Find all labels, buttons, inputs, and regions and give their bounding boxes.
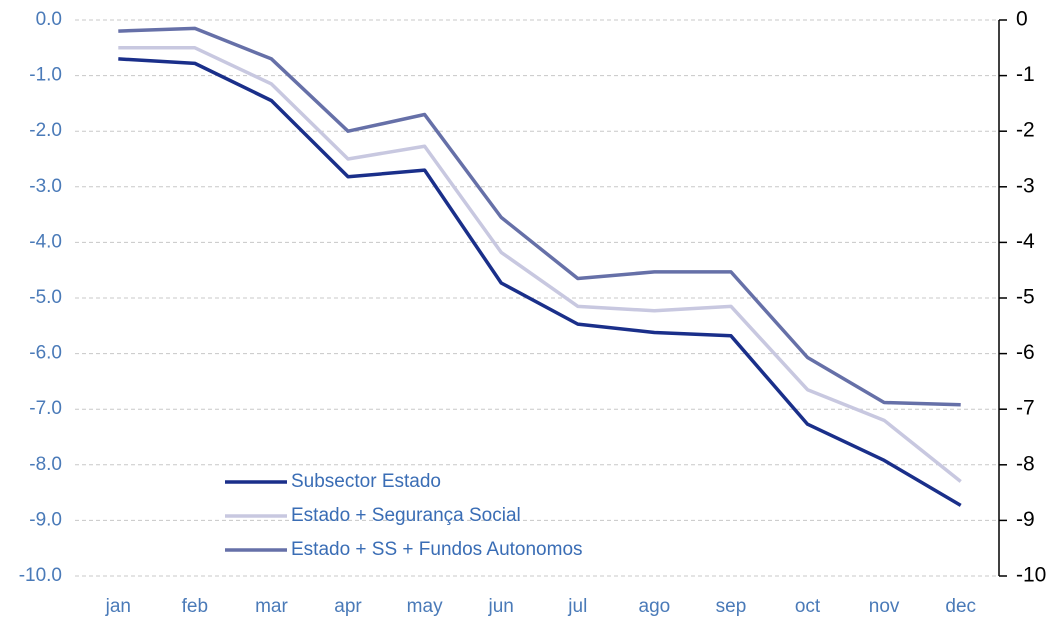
y-tick-label: -8.0 [29, 454, 62, 475]
x-tick-label: nov [869, 596, 900, 617]
x-tick-label: sep [716, 596, 747, 617]
x-tick-label: jan [105, 596, 131, 617]
y2-tick-label: -3 [1016, 174, 1035, 197]
series-line [118, 26, 961, 407]
y-tick-label: -9.0 [29, 509, 62, 530]
y-tick-label: -3.0 [29, 176, 62, 197]
y-tick-label: -5.0 [29, 287, 62, 308]
y2-tick-label: 0 [1016, 8, 1028, 31]
y-tick-label: 0.0 [36, 9, 62, 30]
y-tick-label: -10.0 [19, 565, 62, 586]
y2-tick-label: -5 [1016, 286, 1035, 309]
x-tick-label: jun [488, 596, 514, 617]
y2-tick-label: -8 [1016, 452, 1035, 475]
y-tick-label: -4.0 [29, 231, 62, 252]
y-tick-label: -6.0 [29, 343, 62, 364]
series-line [118, 57, 962, 507]
legend-label: Subsector Estado [291, 471, 441, 492]
y-tick-label: -7.0 [29, 398, 62, 419]
y2-tick-label: -10 [1016, 564, 1046, 587]
series-line [118, 46, 962, 483]
x-tick-label: mar [255, 596, 288, 617]
y2-tick-label: -4 [1016, 230, 1035, 253]
x-tick-label: feb [182, 596, 208, 617]
y-tick-label: -2.0 [29, 120, 62, 141]
y2-tick-label: -6 [1016, 341, 1035, 364]
x-tick-label: jul [567, 596, 587, 617]
y2-tick-label: -9 [1016, 508, 1035, 531]
x-tick-label: may [407, 596, 443, 617]
y2-tick-label: -1 [1016, 63, 1035, 86]
y2-tick-label: -2 [1016, 119, 1035, 142]
x-tick-label: oct [795, 596, 821, 617]
y-tick-label: -1.0 [29, 65, 62, 86]
x-tick-label: ago [639, 596, 671, 617]
y2-tick-label: -7 [1016, 397, 1035, 420]
legend-label: Estado + SS + Fundos Autonomos [291, 539, 583, 560]
x-tick-label: dec [945, 596, 976, 617]
x-tick-label: apr [334, 596, 362, 617]
legend-label: Estado + Segurança Social [291, 505, 521, 526]
